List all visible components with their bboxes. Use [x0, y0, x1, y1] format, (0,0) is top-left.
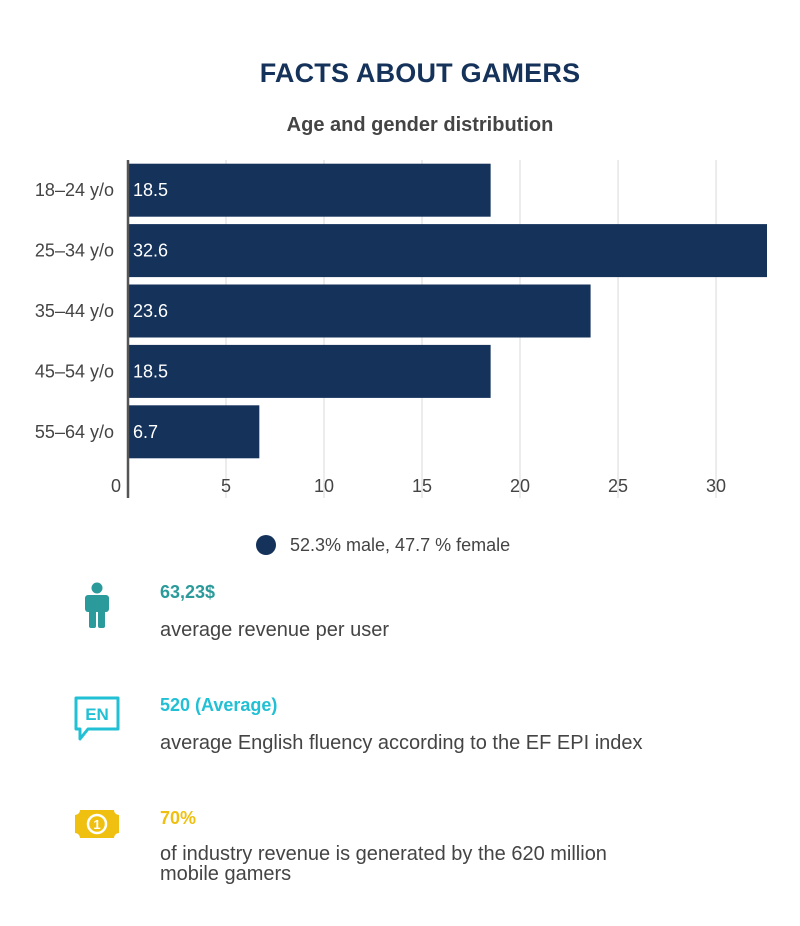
fact-revenue: 63,23$ average revenue per user: [0, 580, 800, 650]
x-tick-label: 0: [111, 476, 121, 496]
bar: [128, 405, 260, 459]
bar: [128, 344, 491, 398]
legend-marker: [256, 535, 276, 555]
x-tick-label: 30: [706, 476, 726, 496]
bar-value-label: 18.5: [133, 361, 168, 381]
x-tick-label: 15: [412, 476, 432, 496]
bar-chart: 0 5 10 15 20 25 30 18.5 18–24 y/o 32.6 25–34 y/o 23…: [35, 160, 767, 498]
x-tick-label: 20: [510, 476, 530, 496]
x-tick-label: 10: [314, 476, 334, 496]
fact-value: 520 (Average): [160, 695, 278, 715]
chart-title: FACTS ABOUT GAMERS: [259, 58, 581, 88]
bar-value-label: 23.6: [133, 301, 168, 321]
bar-value-label: 18.5: [133, 180, 168, 200]
fact-description: average English fluency according to the…: [160, 732, 643, 754]
money-bill-icon: 1: [73, 808, 121, 840]
language-en-icon-label: EN: [85, 705, 109, 724]
person-icon: [85, 582, 109, 628]
y-category-label: 55–64 y/o: [35, 422, 114, 442]
bar-value-label: 6.7: [133, 422, 158, 442]
fact-english: EN 520 (Average) average English fluency…: [0, 693, 800, 763]
y-category-label: 18–24 y/o: [35, 180, 114, 200]
fact-value: 63,23$: [160, 582, 216, 602]
fact-description-line-1: of industry revenue is generated by the …: [160, 843, 607, 865]
fact-description: average revenue per user: [160, 619, 390, 641]
language-en-icon: EN: [74, 696, 120, 741]
legend: 52.3% male, 47.7 % female: [256, 533, 510, 557]
fact-value: 70%: [160, 808, 197, 828]
x-tick-label: 25: [608, 476, 628, 496]
legend-label: 52.3% male, 47.7 % female: [290, 534, 511, 555]
bar: [128, 224, 767, 278]
bar: [128, 163, 491, 217]
y-category-label: 25–34 y/o: [35, 241, 114, 261]
bar-value-label: 32.6: [133, 241, 168, 261]
y-category-label: 45–54 y/o: [35, 361, 114, 381]
chart-subtitle: Age and gender distribution: [286, 114, 554, 136]
money-bill-icon-label: 1: [93, 817, 100, 832]
fact-description-line-2: mobile gamers: [160, 863, 292, 885]
y-category-label: 35–44 y/o: [35, 301, 114, 321]
fact-mobile: 1 70% of industry revenue is generated b…: [0, 806, 800, 886]
x-tick-label: 5: [221, 476, 231, 496]
bar: [128, 284, 591, 338]
